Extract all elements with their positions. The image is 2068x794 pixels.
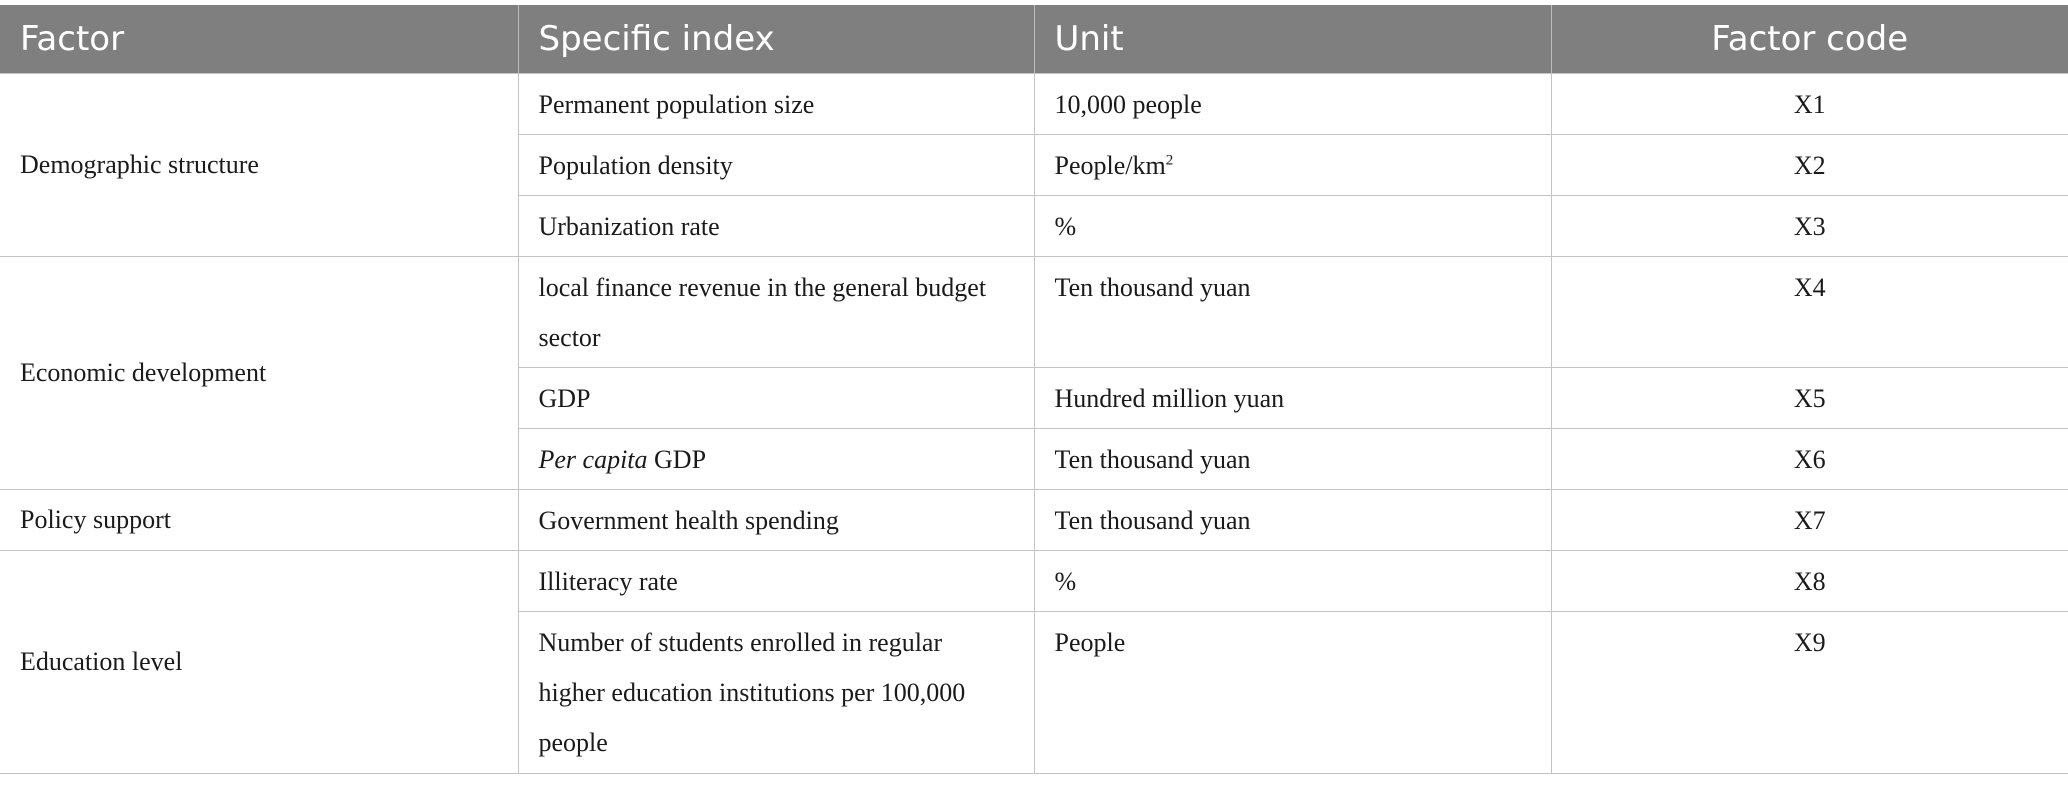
factor-cell: Policy support <box>0 488 519 551</box>
unit-cell: 10,000 people <box>1033 72 1552 135</box>
factor-cell: Education level <box>0 549 519 774</box>
table-row: Population density People/km2 X2 <box>0 133 2068 196</box>
table-row: GDP Hundred million yuan X5 <box>0 366 2068 429</box>
header-specific-index: Specific index <box>518 5 1035 73</box>
header-factor: Factor <box>0 5 519 73</box>
code-cell: X8 <box>1550 549 2068 612</box>
table-body: Demographic structure Permanent populati… <box>0 72 2068 774</box>
table-row: Number of students enrolled in regular h… <box>0 610 2068 774</box>
code-cell: X4 <box>1550 255 2068 368</box>
code-cell: X5 <box>1550 366 2068 429</box>
index-cell: Permanent population size <box>517 72 1035 135</box>
table-row: Economic development local finance reven… <box>0 255 2068 490</box>
table-row: Demographic structure Permanent populati… <box>0 72 2068 257</box>
index-cell: Population density <box>518 133 1035 196</box>
index-cell: Government health spending <box>517 488 1035 551</box>
index-cell: Urbanization rate <box>518 194 1035 257</box>
unit-superscript: 2 <box>1165 151 1174 168</box>
table-row: Education level Illiteracy rate % X8 <box>0 549 2068 774</box>
index-cell: GDP <box>518 366 1035 429</box>
factor-cell: Economic development <box>0 255 519 490</box>
code-cell: X3 <box>1550 194 2068 257</box>
unit-cell: % <box>1033 549 1552 612</box>
index-cell: local finance revenue in the general bud… <box>517 255 1035 368</box>
index-cell: Illiteracy rate <box>517 549 1035 612</box>
code-cell: X9 <box>1550 610 2068 774</box>
code-cell: X1 <box>1550 72 2068 135</box>
header-factor-code: Factor code <box>1551 5 2068 73</box>
code-cell: X7 <box>1550 488 2068 551</box>
unit-cell: People <box>1033 610 1552 774</box>
index-italic-text: Per capita <box>538 444 648 474</box>
table-row: Policy support Government health spendin… <box>0 488 2068 551</box>
factor-table: Factor Specific index Unit Factor code D… <box>0 5 2068 774</box>
index-cell: Number of students enrolled in regular h… <box>518 610 1035 774</box>
factor-cell: Demographic structure <box>0 72 519 257</box>
table-row: Urbanization rate % X3 <box>0 194 2068 257</box>
code-cell: X2 <box>1550 133 2068 196</box>
code-cell: X6 <box>1550 427 2068 490</box>
index-text: GDP <box>647 444 707 474</box>
unit-cell: Ten thousand yuan <box>1033 488 1552 551</box>
unit-text: People/km <box>1054 150 1166 180</box>
factor-table-container: Factor Specific index Unit Factor code D… <box>0 5 2068 774</box>
unit-cell: Ten thousand yuan <box>1033 427 1552 490</box>
table-row: Per capita GDP Ten thousand yuan X6 <box>0 427 2068 490</box>
unit-cell: Ten thousand yuan <box>1033 255 1552 368</box>
unit-cell: Hundred million yuan <box>1033 366 1552 429</box>
unit-cell: People/km2 <box>1033 133 1552 196</box>
unit-cell: % <box>1033 194 1552 257</box>
header-unit: Unit <box>1034 5 1552 73</box>
table-header: Factor Specific index Unit Factor code <box>0 5 2068 73</box>
index-cell: Per capita GDP <box>518 427 1035 490</box>
